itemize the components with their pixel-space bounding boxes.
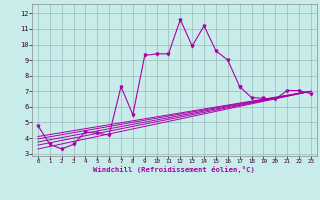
X-axis label: Windchill (Refroidissement éolien,°C): Windchill (Refroidissement éolien,°C) [93, 166, 255, 173]
